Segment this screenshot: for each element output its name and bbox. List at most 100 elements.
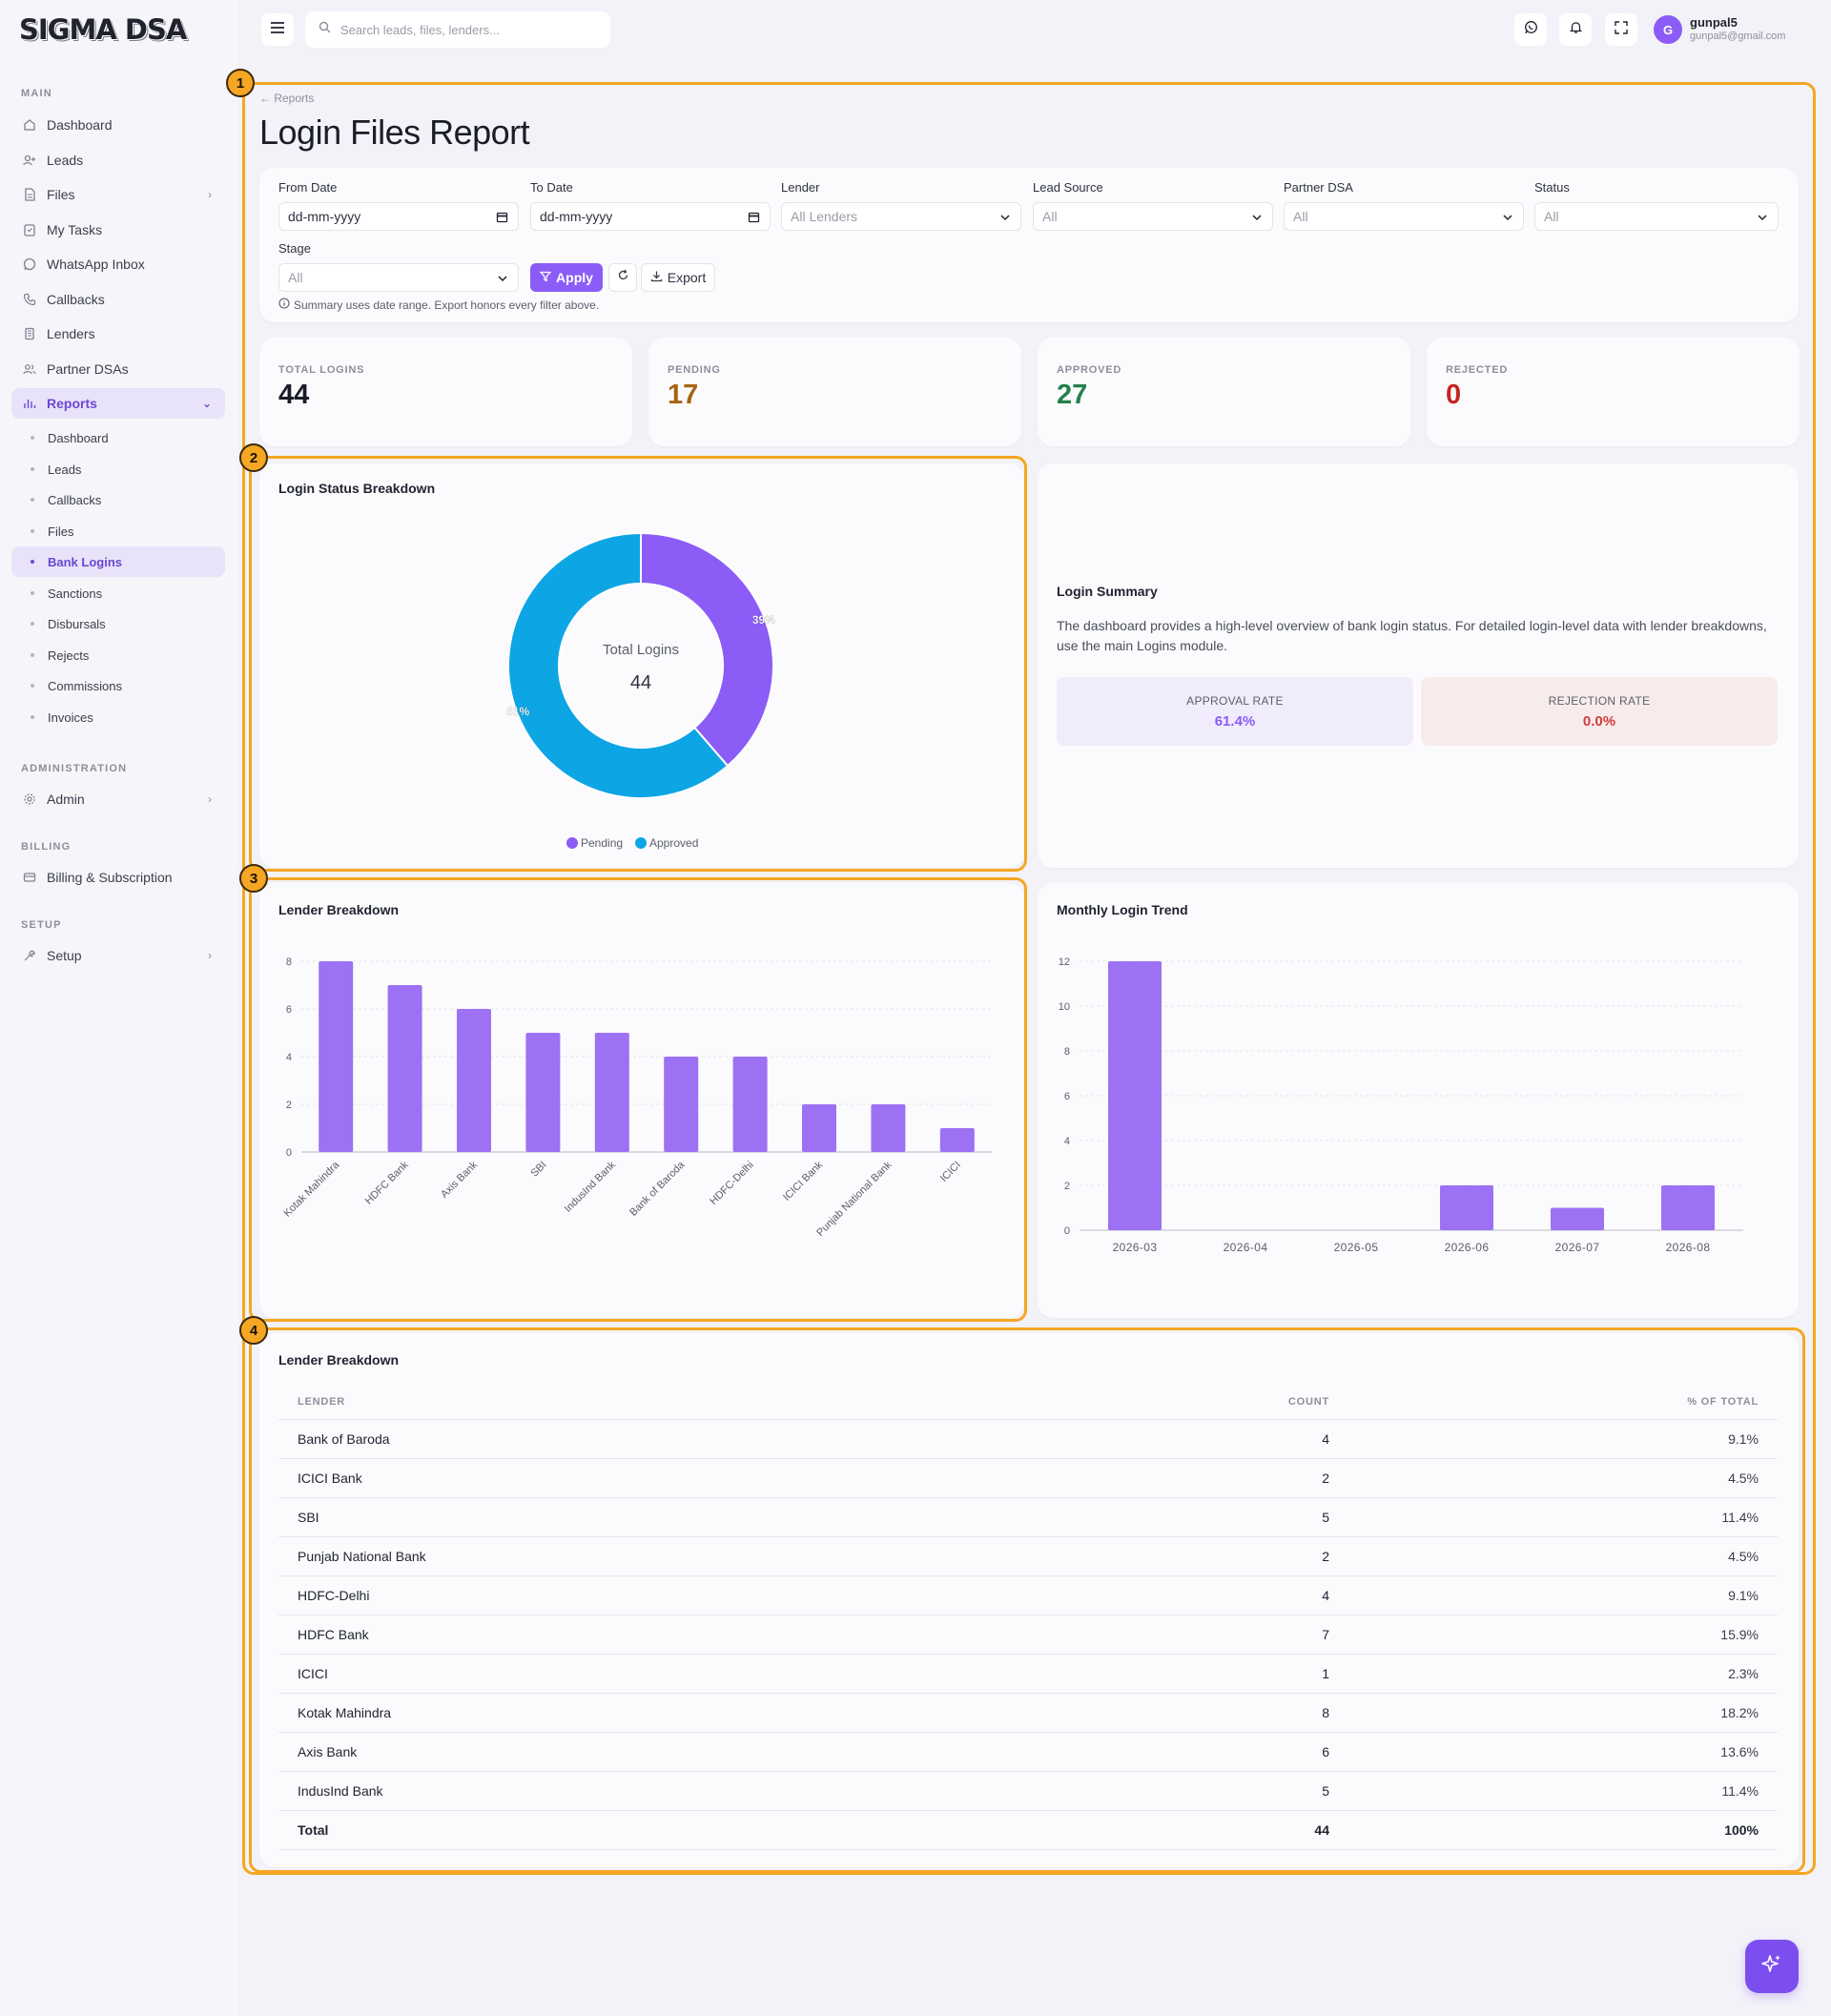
sidebar-item-dashboard[interactable]: Dashboard — [11, 110, 225, 140]
filters-card — [259, 168, 1799, 322]
sidebar-item-admin[interactable]: Admin › — [11, 784, 225, 814]
table-row[interactable]: Bank of Baroda 4 9.1% — [278, 1419, 1778, 1459]
sidebar-item-lenders[interactable]: Lenders — [11, 319, 225, 349]
lead-source-label: Lead Source — [1033, 180, 1103, 195]
cell-lender: HDFC-Delhi — [278, 1575, 1196, 1615]
bar-2026-03 — [1108, 961, 1162, 1230]
avatar[interactable]: G — [1654, 15, 1682, 44]
page-title: Login Files Report — [259, 113, 530, 152]
users-icon — [23, 362, 36, 376]
file-icon — [23, 188, 36, 201]
table-row[interactable]: ICICI 1 2.3% — [278, 1654, 1778, 1694]
apply-label: Apply — [556, 270, 593, 285]
y-tick-label: 0 — [1064, 1225, 1070, 1237]
sidebar-subitem-invoices[interactable]: Invoices — [11, 702, 225, 732]
x-tick-label: 2026-07 — [1555, 1241, 1600, 1254]
y-tick-label: 2 — [286, 1100, 292, 1111]
table-row[interactable]: Punjab National Bank 2 4.5% — [278, 1536, 1778, 1576]
search-input[interactable] — [340, 22, 598, 37]
stat-value: 44 — [278, 380, 310, 410]
lender-select[interactable]: All Lenders — [781, 202, 1021, 231]
trend-bar-chart: 0 2 4 6 8 10 12 2026-03 2026-04 2026-05 2026-06 202… — [1059, 957, 1743, 1254]
sidebar-subitem-callbacks[interactable]: Callbacks — [11, 484, 225, 515]
sidebar-item-billing[interactable]: Billing & Subscription — [11, 862, 225, 893]
table-row[interactable]: HDFC-Delhi 4 9.1% — [278, 1575, 1778, 1615]
highlight-region-3 — [249, 877, 1027, 1322]
hint-text: Summary uses date range. Export honors e… — [294, 298, 600, 312]
sidebar-item-leads[interactable]: Leads — [11, 145, 225, 175]
export-label: Export — [667, 270, 707, 285]
sidebar-item-files[interactable]: Files › — [11, 179, 225, 210]
x-tick-label: 2026-05 — [1334, 1241, 1379, 1254]
partner-dsa-select[interactable]: All — [1284, 202, 1524, 231]
stage-value: All — [288, 270, 303, 285]
stage-select[interactable]: All — [278, 263, 519, 292]
y-tick-label: 2 — [1064, 1181, 1070, 1192]
cell-percent: 9.1% — [1329, 1575, 1778, 1615]
lead-source-select[interactable]: All — [1033, 202, 1273, 231]
chevron-down-icon — [1757, 211, 1768, 226]
sidebar-subitem-bank-logins[interactable]: Bank Logins — [11, 546, 225, 577]
notifications-button[interactable] — [1559, 13, 1592, 46]
cell-count: 7 — [1196, 1615, 1329, 1655]
table-row[interactable]: HDFC Bank 7 15.9% — [278, 1615, 1778, 1655]
bell-icon — [1569, 20, 1583, 39]
table-row[interactable]: Kotak Mahindra 8 18.2% — [278, 1693, 1778, 1733]
menu-toggle-button[interactable] — [261, 13, 294, 46]
user-email: gunpal5@gmail.com — [1690, 31, 1786, 42]
table-row[interactable]: ICICI Bank 2 4.5% — [278, 1458, 1778, 1498]
to-date-input[interactable]: dd-mm-yyyy — [530, 202, 771, 231]
y-tick-label: 6 — [286, 1004, 292, 1016]
sidebar-item-partner-dsas[interactable]: Partner DSAs — [11, 354, 225, 384]
sidebar-subitem-sanctions[interactable]: Sanctions — [11, 578, 225, 608]
ai-assistant-button[interactable] — [1745, 1940, 1799, 1993]
sidebar-item-my-tasks[interactable]: My Tasks — [11, 215, 225, 245]
col-count[interactable]: COUNT — [1196, 1385, 1329, 1420]
sidebar-subitem-dashboard[interactable]: Dashboard — [11, 422, 225, 453]
y-tick-label: 10 — [1059, 1001, 1070, 1013]
slice-percent-label: 61% — [506, 705, 529, 718]
whatsapp-button[interactable] — [1514, 13, 1547, 46]
col-percent[interactable]: % OF TOTAL — [1329, 1385, 1778, 1420]
cell-percent: 4.5% — [1329, 1536, 1778, 1576]
export-button[interactable]: Export — [641, 263, 715, 292]
breadcrumb[interactable]: ← Reports — [259, 92, 314, 105]
user-name[interactable]: gunpal5 — [1690, 15, 1738, 30]
stat-card-total-logins: TOTAL LOGINS 44 — [259, 338, 632, 446]
table-row[interactable]: Axis Bank 6 13.6% — [278, 1732, 1778, 1772]
sidebar-item-whatsapp-inbox[interactable]: WhatsApp Inbox — [11, 249, 225, 279]
cell-count: 2 — [1196, 1536, 1329, 1576]
sidebar-subitem-files[interactable]: Files — [11, 516, 225, 546]
sidebar-subitem-leads[interactable]: Leads — [11, 454, 225, 484]
sidebar-subitem-rejects[interactable]: Rejects — [11, 640, 225, 670]
sidebar-item-reports[interactable]: Reports ⌄ — [11, 388, 225, 419]
bar-sbi — [525, 1033, 561, 1152]
reset-button[interactable] — [608, 263, 637, 292]
fullscreen-button[interactable] — [1605, 13, 1637, 46]
stat-card-rejected: REJECTED 0 — [1427, 338, 1800, 446]
y-tick-label: 8 — [1064, 1046, 1070, 1058]
from-date-input[interactable]: dd-mm-yyyy — [278, 202, 519, 231]
col-lender[interactable]: LENDER — [278, 1385, 1196, 1420]
arrow-left-icon: ← — [259, 92, 275, 105]
sidebar-subitem-disbursals[interactable]: Disbursals — [11, 608, 225, 639]
bar-icici-bank — [802, 1104, 836, 1152]
table-row[interactable]: IndusInd Bank 5 11.4% — [278, 1771, 1778, 1811]
table-row[interactable]: SBI 5 11.4% — [278, 1497, 1778, 1537]
stat-label: APPROVED — [1057, 364, 1122, 376]
filter-hint: Summary uses date range. Export honors e… — [278, 298, 599, 312]
status-breakdown-card: Login Status Breakdown 39% 61% Total Login… — [259, 463, 1024, 868]
cell-count: 4 — [1196, 1419, 1329, 1459]
stage-label: Stage — [278, 241, 311, 256]
sidebar-item-callbacks[interactable]: Callbacks — [11, 284, 225, 315]
status-select[interactable]: All — [1534, 202, 1779, 231]
cell-lender: SBI — [278, 1497, 1196, 1537]
app-logo[interactable]: SIGMA DSA — [19, 13, 187, 46]
sidebar-subitem-commissions[interactable]: Commissions — [11, 670, 225, 701]
sidebar-item-setup[interactable]: Setup › — [11, 940, 225, 971]
y-tick-label: 6 — [1064, 1091, 1070, 1102]
user-plus-icon — [23, 154, 36, 167]
global-search[interactable] — [305, 11, 610, 48]
apply-button[interactable]: Apply — [530, 263, 603, 292]
